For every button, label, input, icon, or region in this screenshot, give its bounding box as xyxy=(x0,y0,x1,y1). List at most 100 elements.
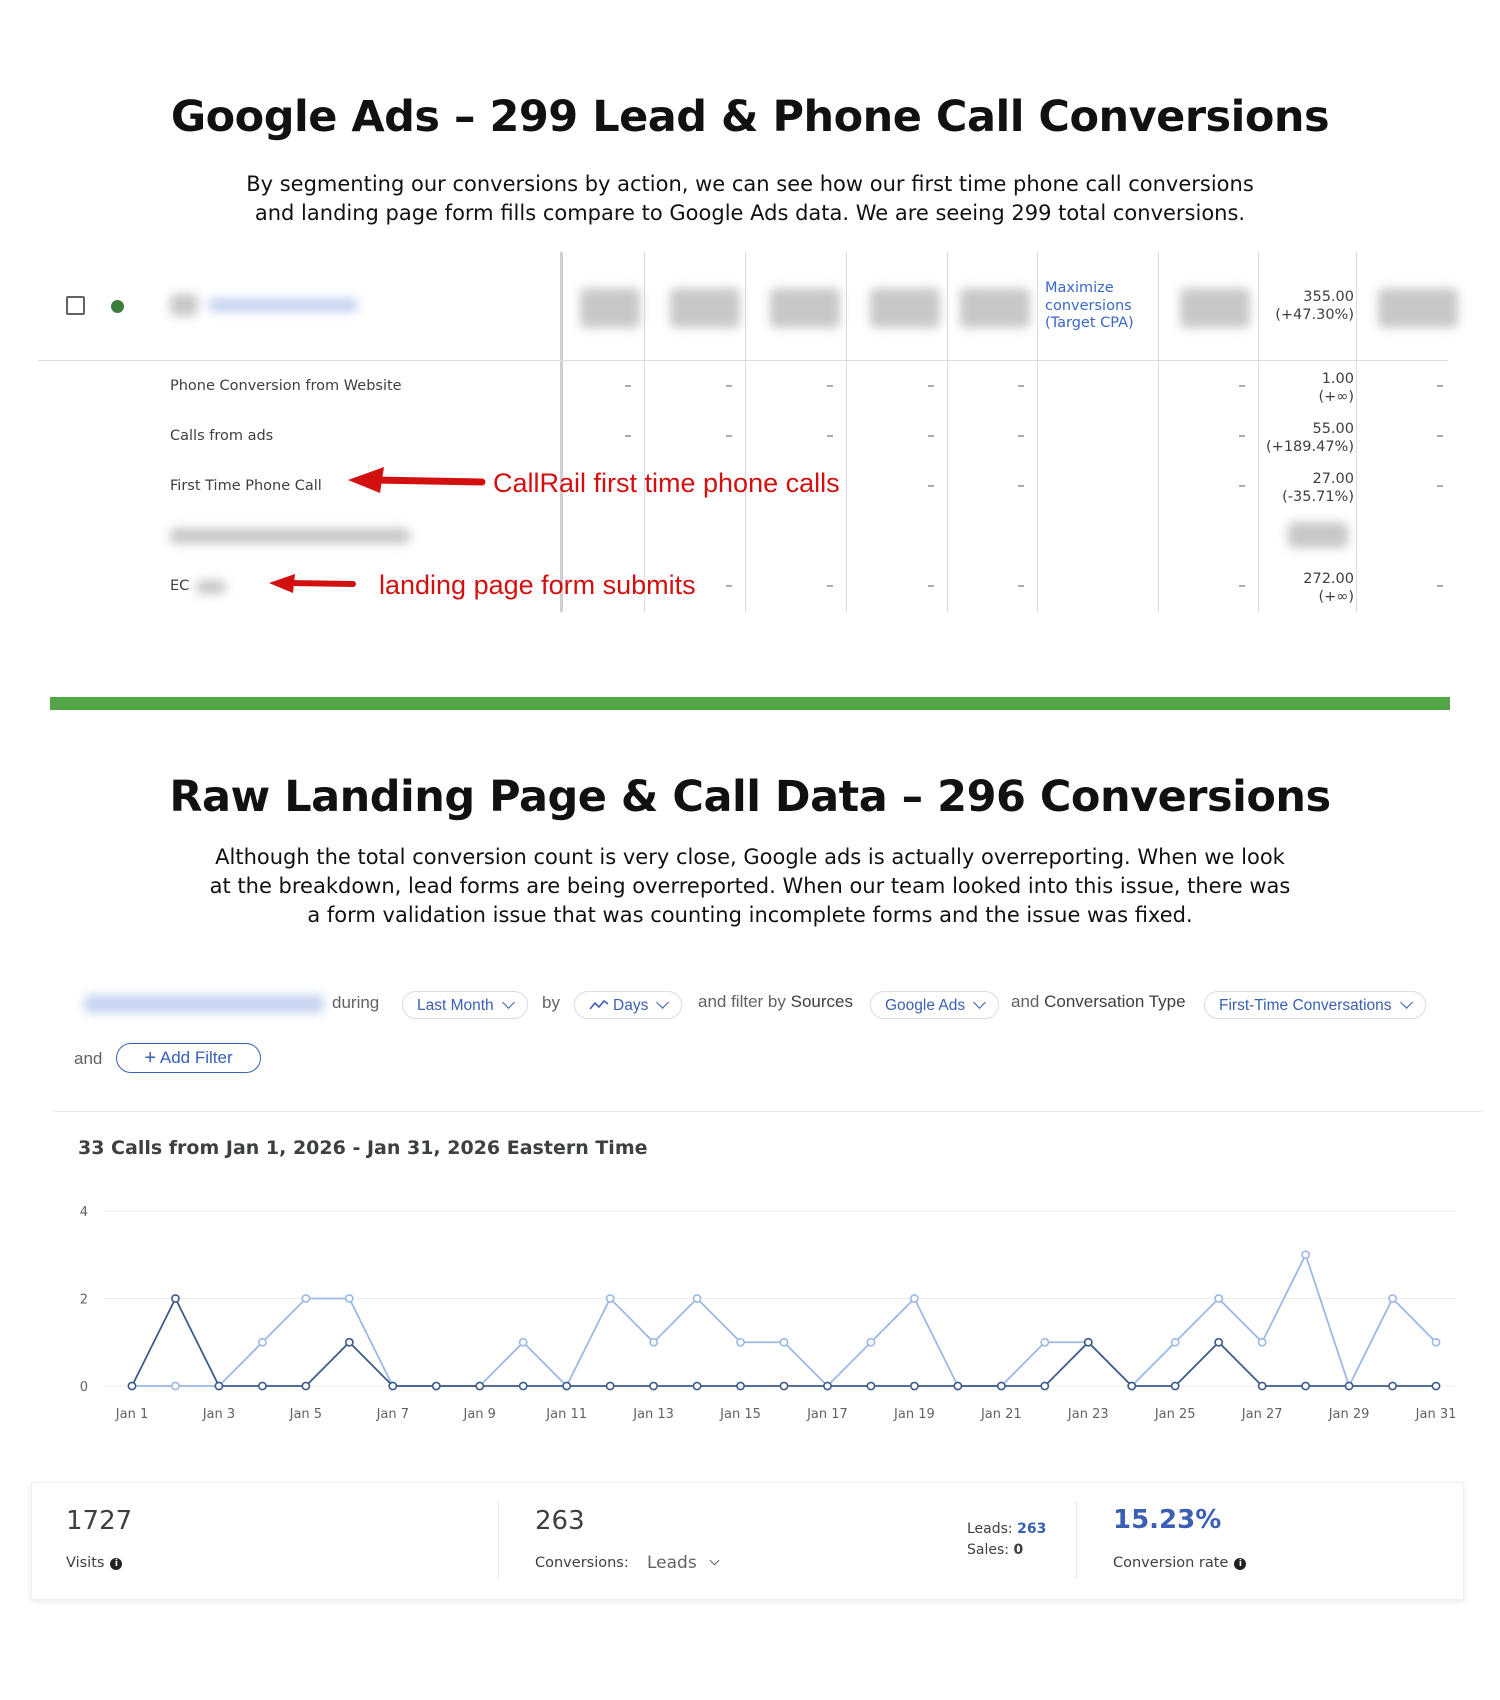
data-point xyxy=(1431,1381,1441,1391)
data-point xyxy=(518,1381,528,1391)
empty-cell: – xyxy=(1238,426,1246,444)
column-divider xyxy=(644,252,645,612)
stats-card: 1727 Visits i 263 Conversions: Leads Lead… xyxy=(31,1482,1464,1600)
empty-cell: – xyxy=(927,376,935,394)
empty-cell: – xyxy=(826,376,834,394)
info-icon[interactable]: i xyxy=(1234,1558,1247,1570)
x-tick-label: Jan 13 xyxy=(632,1407,674,1422)
data-point xyxy=(127,1381,137,1391)
data-point xyxy=(1388,1381,1397,1391)
conversions-value: 1.00 xyxy=(1321,371,1354,387)
data-point xyxy=(692,1381,702,1391)
conversation-type-text: Conversation Type xyxy=(1044,992,1186,1011)
chevron-down-icon xyxy=(1399,996,1413,1009)
empty-cell: – xyxy=(1436,426,1444,444)
sales-count: Sales: 0 xyxy=(967,1542,1023,1558)
data-point xyxy=(257,1337,267,1347)
redacted-campaign-icon xyxy=(170,294,198,316)
data-point xyxy=(779,1337,789,1347)
empty-cell: – xyxy=(1017,576,1025,594)
data-point xyxy=(1040,1381,1050,1391)
x-tick-label: Jan 21 xyxy=(980,1407,1022,1422)
conversion-rate-label: Conversion rate i xyxy=(1113,1555,1247,1571)
x-tick-label: Jan 19 xyxy=(893,1407,935,1422)
data-point xyxy=(1127,1381,1137,1391)
data-point xyxy=(605,1381,615,1391)
data-point xyxy=(171,1381,180,1391)
data-point xyxy=(1214,1294,1224,1303)
empty-cell: – xyxy=(826,576,834,594)
data-point xyxy=(910,1294,919,1303)
date-range-dropdown[interactable]: Last Month xyxy=(402,991,528,1019)
plus-icon: + xyxy=(144,1047,157,1069)
column-divider xyxy=(745,252,746,612)
data-point xyxy=(692,1294,702,1303)
interval-dropdown[interactable]: Days xyxy=(574,991,683,1019)
add-filter-label: Add Filter xyxy=(159,1048,233,1067)
data-point xyxy=(779,1381,789,1391)
source-dropdown[interactable]: Google Ads xyxy=(870,991,1000,1019)
redacted-metric xyxy=(770,288,840,328)
x-tick-label: Jan 17 xyxy=(806,1407,848,1422)
data-point xyxy=(344,1337,354,1347)
sales-label: Sales: xyxy=(967,1542,1009,1558)
add-filter-button[interactable]: + Add Filter xyxy=(116,1043,261,1073)
x-tick-label: Jan 25 xyxy=(1154,1407,1196,1422)
empty-cell: – xyxy=(725,376,733,394)
data-point xyxy=(1301,1250,1310,1260)
empty-cell: – xyxy=(1436,476,1444,494)
data-point xyxy=(475,1381,485,1391)
conversion-type-dropdown[interactable]: Leads xyxy=(647,1553,720,1573)
annotation-forms: landing page form submits xyxy=(379,570,696,600)
empty-cell: – xyxy=(1436,376,1444,394)
x-tick-label: Jan 9 xyxy=(463,1407,496,1422)
conversions-value: 272.00 xyxy=(1303,571,1354,587)
conversions-change: (+∞) xyxy=(1318,589,1354,605)
data-point xyxy=(1170,1337,1180,1347)
sources-label: Sources xyxy=(790,992,853,1011)
conversions-label: Conversions: xyxy=(535,1555,629,1571)
info-icon[interactable]: i xyxy=(110,1558,123,1570)
column-divider xyxy=(1037,252,1038,612)
conversion-action-label: First Time Phone Call xyxy=(170,478,322,494)
redacted-account-selector[interactable] xyxy=(84,995,324,1013)
empty-cell: – xyxy=(725,426,733,444)
and-filter-by-label: and filter by Sources xyxy=(698,992,853,1012)
data-point xyxy=(910,1381,919,1391)
during-label: during xyxy=(332,993,380,1012)
empty-cell: – xyxy=(1436,576,1444,594)
conversation-type-value: First-Time Conversations xyxy=(1219,997,1392,1014)
row-checkbox[interactable] xyxy=(66,296,85,315)
column-divider xyxy=(1356,252,1357,612)
section-divider xyxy=(50,697,1450,710)
x-tick-label: Jan 7 xyxy=(376,1407,409,1422)
empty-cell: – xyxy=(1017,476,1025,494)
conversions-change: (-35.71%) xyxy=(1282,489,1354,505)
bid-strategy-link[interactable]: Maximize conversions (Target CPA) xyxy=(1045,280,1134,331)
data-point xyxy=(1214,1337,1224,1347)
empty-cell: – xyxy=(1238,576,1246,594)
empty-cell: – xyxy=(1017,376,1025,394)
enabled-status-dot xyxy=(111,300,124,313)
visits-label-text: Visits xyxy=(66,1555,105,1571)
data-point xyxy=(823,1381,832,1391)
redacted-metric xyxy=(870,288,940,328)
conversation-type-dropdown[interactable]: First-Time Conversations xyxy=(1204,991,1426,1019)
data-point xyxy=(996,1381,1006,1391)
x-tick-label: Jan 27 xyxy=(1241,1407,1283,1422)
section1-description-line: and landing page form fills compare to G… xyxy=(254,201,1246,225)
visits-value: 1727 xyxy=(66,1506,133,1536)
empty-cell: – xyxy=(1238,476,1246,494)
line-chart-icon xyxy=(589,999,609,1010)
annotation-callrail: CallRail first time phone calls xyxy=(493,468,840,498)
data-point xyxy=(953,1381,963,1391)
redacted-metric xyxy=(1180,288,1250,328)
data-point xyxy=(736,1337,745,1347)
redacted-campaign-name[interactable] xyxy=(208,298,358,312)
data-point xyxy=(736,1381,745,1391)
conversion-rate-label-text: Conversion rate xyxy=(1113,1555,1229,1571)
redacted-row-label xyxy=(196,580,226,594)
y-tick-label: 0 xyxy=(80,1380,88,1395)
data-point xyxy=(649,1381,658,1391)
interval-value: Days xyxy=(613,997,649,1014)
